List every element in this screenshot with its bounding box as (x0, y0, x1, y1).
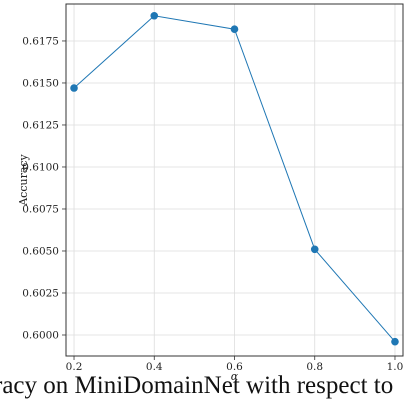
x-tick-label: 0.6 (226, 361, 243, 373)
grid-lines (66, 4, 403, 356)
series-group (70, 11, 399, 346)
x-tick-label: 0.8 (306, 361, 323, 373)
data-point (70, 84, 78, 92)
x-tick-label: 0.4 (146, 361, 163, 373)
x-tick-label: 0.2 (66, 361, 83, 373)
y-tick-label: 0.6050 (22, 245, 59, 257)
y-axis-label: Accuracy (17, 153, 30, 206)
y-tick-label: 0.6025 (22, 287, 59, 299)
y-tick-label: 0.6100 (22, 161, 59, 173)
figure-caption: racy on MiniDomainNet with respect to (0, 372, 420, 400)
y-tick-label: 0.6125 (22, 119, 59, 131)
data-point (310, 245, 319, 254)
x-axis-ticks: 0.2 0.4 0.6 0.8 1.0 (66, 356, 404, 373)
y-axis-ticks: 0.6000 0.6025 0.6050 0.6075 0.6100 0.6125 0.61… (22, 35, 66, 341)
x-axis-label: α (231, 370, 239, 383)
y-tick-label: 0.6000 (22, 329, 59, 341)
y-tick-label: 0.6175 (22, 35, 59, 47)
data-point (391, 337, 399, 346)
y-tick-label: 0.6150 (22, 77, 59, 89)
data-point (230, 25, 239, 34)
y-tick-label: 0.6075 (22, 203, 59, 215)
data-point (150, 11, 159, 20)
caption-text: racy on MiniDomainNet with respect to (0, 372, 394, 399)
x-tick-label: 1.0 (387, 361, 404, 373)
